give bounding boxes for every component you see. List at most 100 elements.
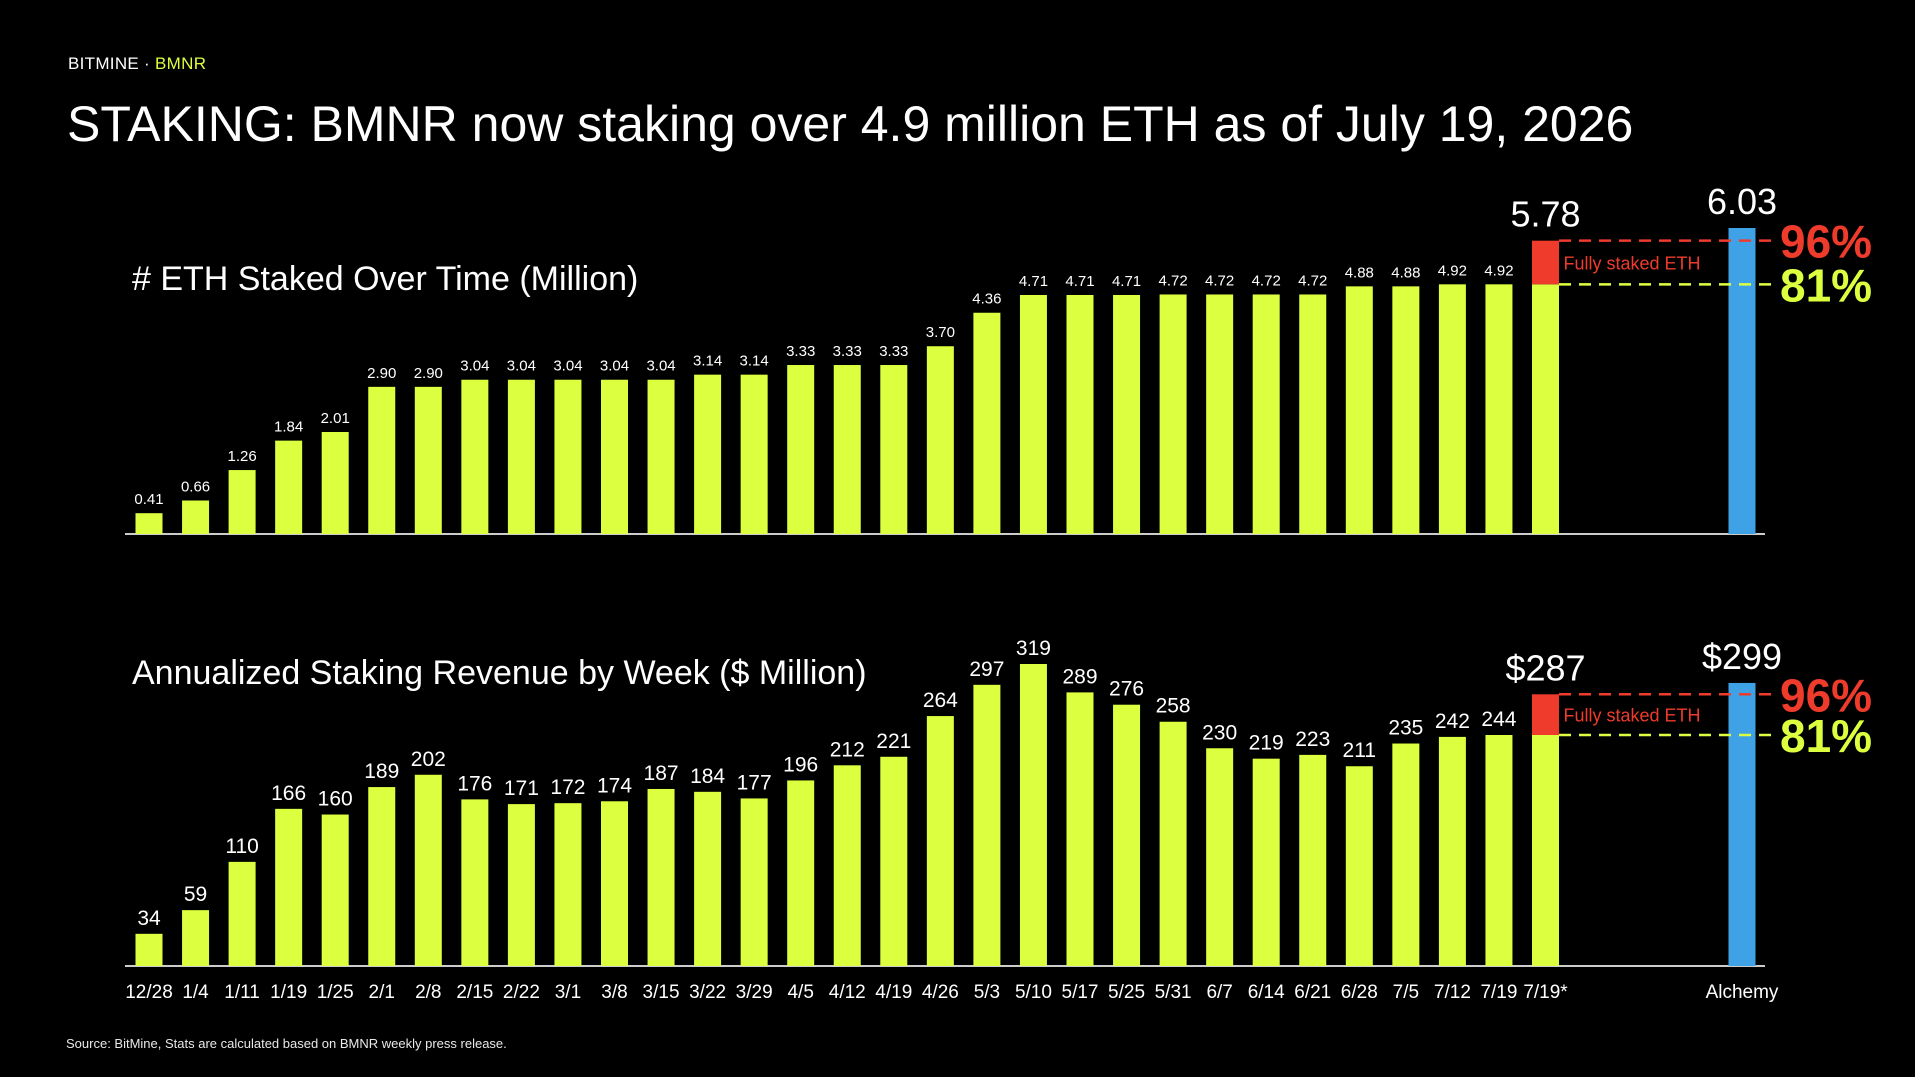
data-label-1: 3.14 [693,353,722,370]
bar-1 [1206,294,1234,534]
data-label-1: 2.01 [321,410,350,427]
brand-ticker: BMNR [155,54,207,73]
data-label-1: 3.04 [553,358,582,375]
bar-2 [1345,766,1373,966]
data-label-2: 289 [1062,665,1097,688]
data-label-1: 4.92 [1484,262,1513,279]
x-tick-label: 4/12 [829,982,866,1003]
reference-label-96pct-2: 96% [1780,669,1872,721]
data-label-1: 3.04 [600,358,629,375]
x-tick-label: 7/12 [1434,982,1471,1003]
bar-2 [135,933,163,966]
data-label-2: 221 [876,730,911,753]
alchemy-bar-2 [1728,682,1756,966]
data-label-1: 3.04 [507,358,536,375]
data-label-2: 177 [737,771,772,794]
bar-2 [647,788,675,966]
bar-1 [1392,286,1420,534]
x-tick-label: 3/8 [601,982,627,1003]
bar-2 [507,804,535,966]
bar-2 [926,716,954,966]
alchemy-value-2: $299 [1702,636,1782,677]
x-tick-label: 3/29 [736,982,773,1003]
bar-2 [1019,664,1047,966]
bar-2 [1206,748,1234,966]
data-label-2: 230 [1202,721,1237,744]
x-tick-label: 4/19 [875,982,912,1003]
data-label-1: 4.36 [972,291,1001,308]
data-label-2: 59 [184,883,207,906]
bar-1 [1485,284,1513,534]
data-label-2: 242 [1435,710,1470,733]
bar-1 [694,374,722,534]
x-tick-label: 12/28 [125,982,173,1003]
data-label-1: 4.71 [1019,273,1048,290]
bar-1 [973,312,1001,534]
x-tick-label: 5/10 [1015,982,1052,1003]
data-label-2: 212 [830,738,865,761]
data-label-1: 4.72 [1298,272,1327,289]
bar-2 [228,861,256,966]
bar-1 [414,386,442,534]
bar-2 [833,765,861,966]
x-tick-label: 5/17 [1062,982,1099,1003]
bar-2 [414,774,442,966]
reference-label-81pct-1: 81% [1780,259,1872,311]
data-label-1: 2.90 [414,365,443,382]
x-tick-label: 6/14 [1248,982,1285,1003]
bar-1 [787,365,815,534]
data-label-1: 3.33 [786,343,815,360]
bar-1 [833,365,861,534]
data-label-2: 258 [1156,695,1191,718]
data-label-2: 189 [364,760,399,783]
data-label-1: 4.71 [1112,273,1141,290]
bar-2 [1532,735,1559,966]
bar-1 [1532,284,1559,534]
data-label-2: 184 [690,765,725,788]
x-tick-label: 1/4 [182,982,209,1003]
bar-2 [1485,735,1513,966]
data-label-2: 172 [550,776,585,799]
chart-title-2: Annualized Staking Revenue by Week ($ Mi… [132,654,867,692]
x-tick-label: 2/15 [456,982,493,1003]
x-tick-label: 3/15 [643,982,680,1003]
alchemy-value-1: 6.03 [1707,181,1777,222]
data-label-1: 4.92 [1438,262,1467,279]
data-label-2: 166 [271,782,306,805]
bar-2 [740,798,768,966]
bar-1 [740,374,768,534]
data-label-1: 4.88 [1345,264,1374,281]
data-label-2: 319 [1016,637,1051,660]
bar-2 [368,787,396,966]
x-tick-label: 1/11 [224,982,260,1003]
bar-2 [1299,754,1327,966]
x-tick-label: 2/8 [415,982,441,1003]
bar-2 [1159,721,1187,966]
bar-2 [1113,704,1141,966]
data-label-1: 4.71 [1065,273,1094,290]
bar-2 [694,791,722,966]
brand-header: BITMINE · BMNR [68,54,206,74]
data-label-1: 1.84 [274,419,303,436]
bar-2 [973,684,1001,966]
data-label-2: 202 [411,748,446,771]
fully-staked-segment-2 [1532,694,1559,736]
x-tick-label: 7/5 [1393,982,1419,1003]
data-label-2: 171 [504,777,539,800]
bar-1 [461,379,489,534]
bar-2 [601,801,628,966]
x-tick-label: 5/25 [1108,982,1145,1003]
bar-2 [182,910,210,966]
fully-staked-segment-1 [1532,240,1559,285]
data-label-1: 4.72 [1158,272,1187,289]
data-label-2: 223 [1295,728,1330,751]
chart-title-1: # ETH Staked Over Time (Million) [132,260,638,298]
bar-1 [182,500,210,534]
data-label-2: 297 [969,658,1004,681]
bar-1 [228,470,256,534]
bar-1 [1299,294,1327,534]
bar-1 [926,346,954,534]
data-label-2: 264 [923,689,958,712]
fully-staked-note-2: Fully staked ETH [1564,706,1701,726]
x-tick-label: 4/26 [922,982,959,1003]
